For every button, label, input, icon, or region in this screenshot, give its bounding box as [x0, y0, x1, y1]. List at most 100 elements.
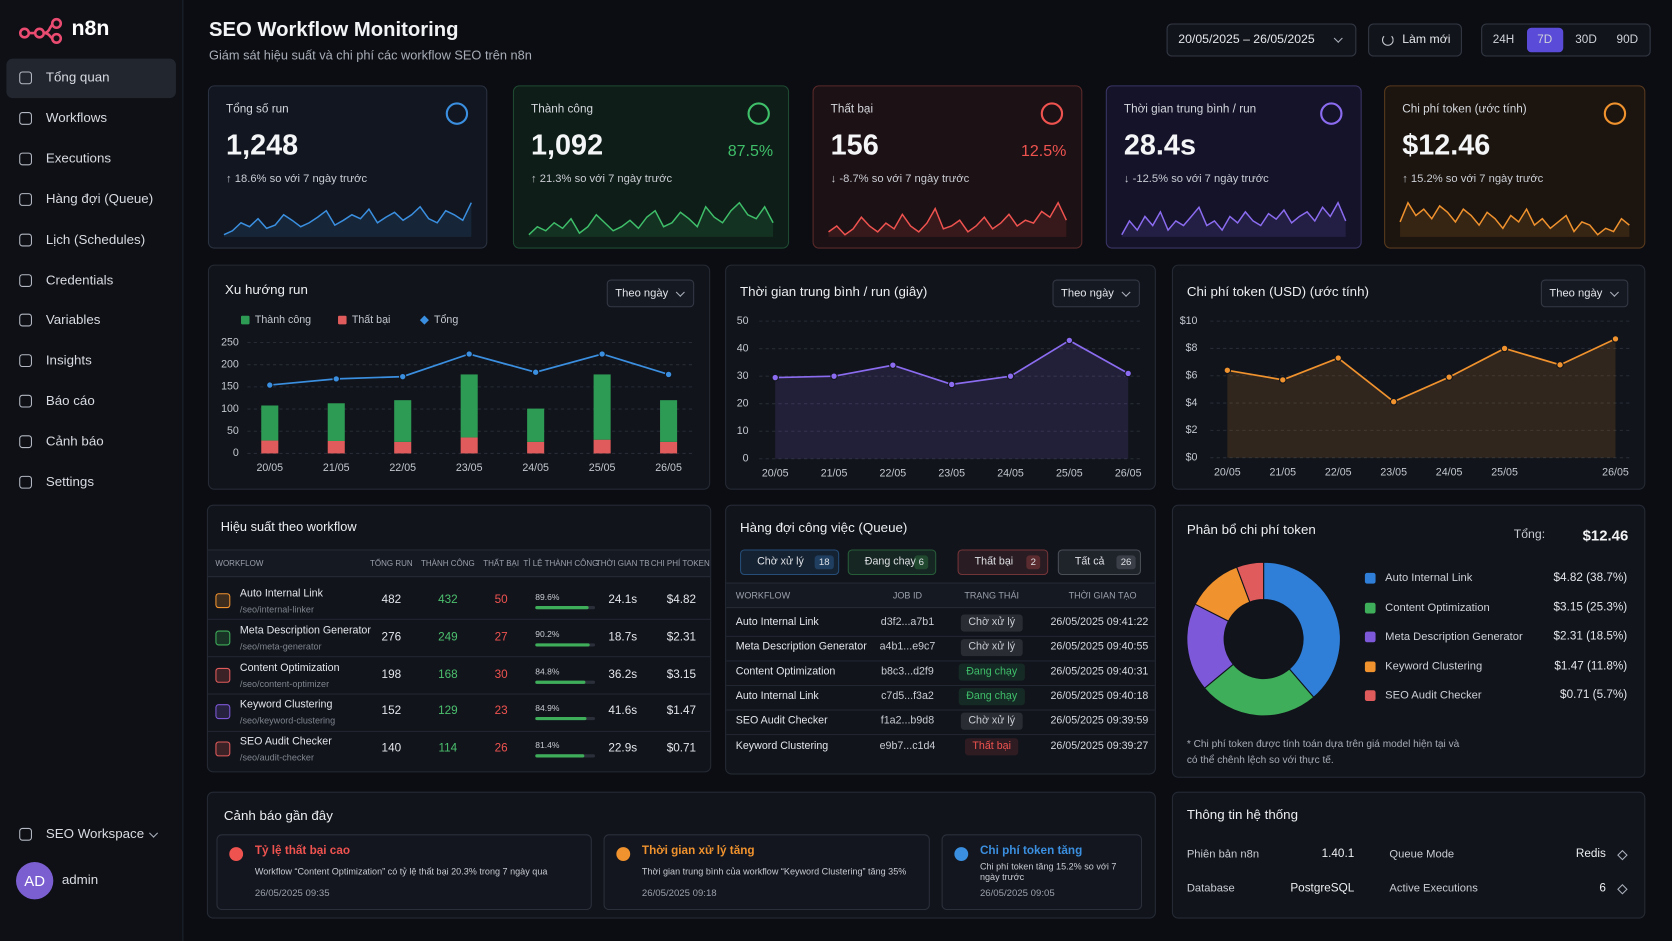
nav-icon [19, 435, 32, 449]
kpi-rate: 87.5% [727, 141, 774, 161]
kpi-icon [445, 102, 469, 125]
alert-card[interactable] [941, 834, 1143, 911]
kpi-icon [1603, 102, 1627, 125]
dropdown-label: Theo ngày [615, 286, 669, 300]
workspace[interactable]: SEO Workspace [45, 826, 145, 842]
nav-item[interactable]: Workflows [45, 110, 108, 126]
avg-time: 36.2s [608, 667, 638, 681]
pie-note: * Chi phí token được tính toán dựa trên … [1186, 738, 1460, 767]
row-divider [207, 730, 711, 732]
system-label: Phiên bản n8n [1186, 847, 1260, 861]
queue-tab[interactable] [847, 549, 937, 576]
nav-item[interactable]: Hàng đợi (Queue) [45, 191, 154, 207]
tab-count: 2 [1026, 555, 1041, 570]
legend-swatch [1364, 660, 1376, 672]
column-header: TỈ LỆ THÀNH CÔNG [523, 558, 599, 569]
job-status: Chờ xử lý [960, 713, 1023, 731]
job-workflow: Content Optimization [735, 665, 836, 678]
legend-label: Meta Description Generator [1385, 630, 1523, 644]
token-cost: $1.47 [666, 704, 697, 718]
workflow-path: /seo/internal-linker [239, 603, 314, 615]
range-button[interactable]: 90D [1616, 32, 1639, 46]
queue-header [726, 582, 1155, 609]
alert-card[interactable] [603, 834, 930, 911]
workflow-path: /seo/audit-checker [239, 752, 314, 763]
alert-card[interactable] [216, 834, 592, 911]
success-runs: 249 [438, 630, 458, 644]
alert-title: Chi phí token tăng [979, 844, 1083, 858]
pie-panel [1171, 504, 1646, 778]
column-header: THỜI GIAN TB [595, 558, 650, 569]
tab-count: 26 [1116, 555, 1136, 570]
failed-runs: 27 [494, 630, 508, 644]
chart-title: Chi phí token (USD) (ước tính) [1186, 284, 1369, 300]
chart-title: Thời gian trung bình / run (giây) [740, 284, 928, 300]
column-header: TRẠNG THÁI [964, 589, 1020, 601]
nav-item[interactable]: Báo cáo [45, 393, 95, 409]
job-id: f1a2...b9d8 [880, 715, 935, 727]
system-panel [1171, 791, 1646, 919]
legend-swatch [1364, 690, 1376, 701]
tab-label: Chờ xử lý [757, 555, 804, 568]
range-button[interactable]: 24H [1492, 32, 1515, 46]
total-value: $12.46 [1582, 526, 1629, 544]
chart-title: Xu hướng run [224, 282, 308, 298]
alert-time: 26/05/2025 09:05 [979, 887, 1055, 898]
kpi-label: Thời gian trung bình / run [1123, 102, 1257, 116]
workflow-path: /seo/keyword-clustering [239, 715, 336, 726]
workflow-name: Meta Description Generator [239, 624, 371, 637]
kpi-rate: 12.5% [1020, 141, 1067, 161]
value-label: $2.31 (18.5%) [1553, 629, 1628, 643]
legend-swatch [1364, 572, 1376, 584]
nav-item[interactable]: Credentials [45, 272, 114, 287]
nav-item[interactable]: Insights [45, 352, 92, 368]
system-title: Thông tin hệ thống [1186, 807, 1298, 823]
job-time: 26/05/2025 09:39:27 [1050, 739, 1149, 752]
kpi-change: ↑ 18.6% so với 7 ngày trước [226, 172, 368, 186]
table-header [207, 549, 711, 578]
nav-item[interactable]: Lịch (Schedules) [45, 231, 146, 247]
kpi-value: 1,248 [226, 128, 299, 161]
failed-runs: 26 [494, 742, 508, 755]
page-title: SEO Workflow Monitoring [209, 18, 459, 42]
kpi-change: ↓ -8.7% so với 7 ngày trước [830, 172, 970, 186]
queue-tab[interactable] [740, 549, 840, 576]
date-picker[interactable] [1166, 23, 1357, 57]
nav-item[interactable]: Tổng quan [45, 69, 110, 85]
range-button[interactable]: 30D [1575, 32, 1597, 46]
queue-tab[interactable] [957, 549, 1049, 576]
dropdown[interactable] [606, 279, 695, 308]
queue-tab[interactable] [1057, 549, 1141, 576]
refresh-button[interactable] [1368, 23, 1462, 57]
dropdown[interactable] [1052, 279, 1140, 308]
job-workflow: Auto Internal Link [735, 616, 819, 629]
nav-item[interactable]: Cảnh báo [45, 433, 104, 449]
token-cost: $3.15 [666, 667, 697, 681]
kpi-value: 1,092 [531, 128, 604, 161]
kpi-change: ↑ 15.2% so với 7 ngày trước [1402, 172, 1544, 186]
rate-label: 84.9% [535, 703, 560, 714]
job-id: c7d5...f3a2 [881, 690, 934, 703]
system-value: 1.40.1 [1321, 847, 1355, 861]
job-status: Thất bại [964, 737, 1019, 755]
nav-icon [19, 273, 32, 287]
job-workflow: Meta Description Generator [735, 641, 867, 654]
nav-icon [19, 192, 32, 206]
range-button[interactable]: 7D [1537, 32, 1553, 46]
alert-text: Chi phí token tăng 15.2% so với 7 ngày t… [979, 860, 1117, 883]
nav-item[interactable]: Variables [45, 312, 101, 328]
dropdown-label: Theo ngày [1549, 286, 1603, 300]
total-runs: 140 [381, 742, 402, 755]
dropdown[interactable] [1540, 279, 1629, 308]
success-runs: 129 [438, 704, 458, 718]
nav-item[interactable]: Executions [45, 150, 112, 166]
alert-time: 26/05/2025 09:18 [641, 887, 717, 898]
workflow-name: Auto Internal Link [239, 587, 323, 600]
rate-bar [535, 754, 584, 758]
kpi-change: ↓ -12.5% so với 7 ngày trước [1123, 172, 1269, 186]
nav-item[interactable]: Settings [45, 474, 95, 490]
legend-label: SEO Audit Checker [1385, 688, 1482, 702]
sidebar [0, 0, 184, 941]
